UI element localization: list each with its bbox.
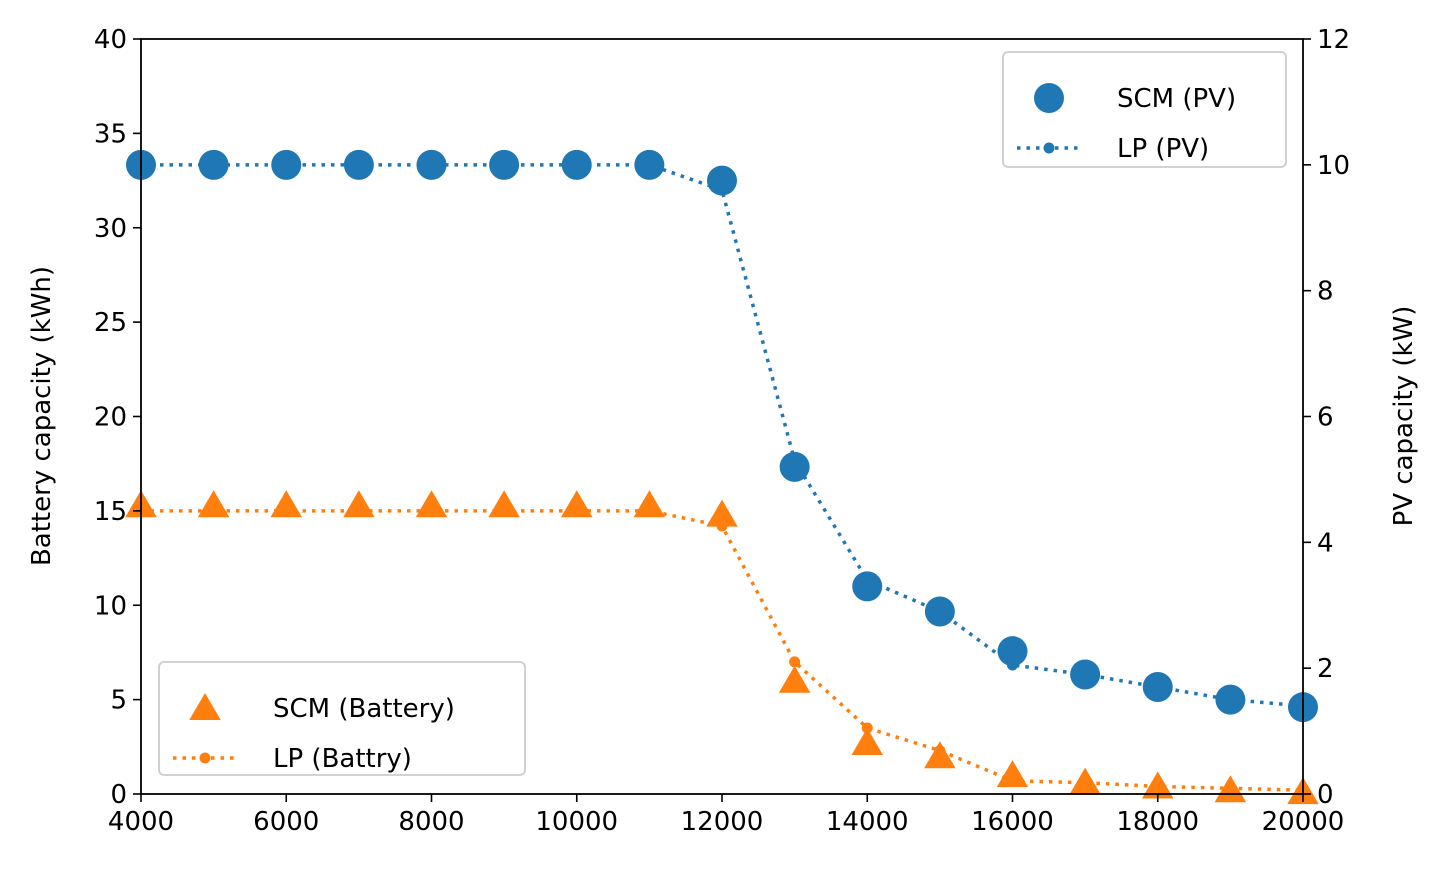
right-y-axis: 0 2 4 6 8 10 12 <box>1303 25 1350 810</box>
x-tick-label: 4000 <box>108 807 174 837</box>
data-point-lp-battry <box>1224 782 1236 794</box>
left-y-tick-label: 35 <box>94 119 127 149</box>
data-point-lp-battry <box>280 505 292 517</box>
data-point-scm-battery <box>851 728 883 756</box>
right-y-axis-label: PV capacity (kW) <box>1389 306 1419 527</box>
legend-label: SCM (PV) <box>1117 84 1236 114</box>
data-point-lp-pv <box>571 159 583 171</box>
data-point-lp-pv <box>1152 681 1164 693</box>
data-point-lp-pv <box>1224 694 1236 706</box>
right-y-tick-label: 10 <box>1317 151 1350 181</box>
x-tick-label: 16000 <box>971 807 1054 837</box>
left-y-axis: 0 5 10 15 20 25 30 35 40 <box>94 25 141 810</box>
left-y-axis-label: Battery capacity (kWh) <box>27 266 57 566</box>
data-point-scm-pv <box>779 451 810 482</box>
data-point-scm-battery <box>706 499 738 527</box>
data-point-lp-battry <box>789 656 801 668</box>
data-point-scm-pv <box>997 636 1028 667</box>
data-point-scm-battery <box>778 665 811 693</box>
x-tick-label: 20000 <box>1262 807 1345 837</box>
data-point-scm-pv <box>707 165 737 196</box>
data-point-scm-pv <box>852 571 883 602</box>
legend-marker-swatch <box>189 693 221 720</box>
left-y-tick-label: 40 <box>94 25 127 55</box>
data-point-lp-battry <box>208 505 220 517</box>
left-y-tick-label: 20 <box>94 403 127 433</box>
data-point-lp-battry <box>353 505 365 517</box>
data-point-lp-pv <box>353 159 365 171</box>
series-lp-battry <box>135 505 1309 796</box>
data-point-lp-pv <box>280 159 292 171</box>
legend-label: LP (Battry) <box>273 744 412 774</box>
right-y-tick-label: 4 <box>1317 528 1334 558</box>
x-tick-label: 6000 <box>253 807 319 837</box>
right-y-tick-label: 6 <box>1317 403 1334 433</box>
left-y-tick-label: 10 <box>94 591 127 621</box>
legend-marker-swatch <box>199 752 211 764</box>
data-point-lp-battry <box>498 505 510 517</box>
legend-label: LP (PV) <box>1117 134 1209 164</box>
x-tick-label: 8000 <box>398 807 464 837</box>
x-tick-label: 14000 <box>826 807 909 837</box>
x-tick-label: 18000 <box>1116 807 1199 837</box>
data-point-scm-battery <box>197 490 230 518</box>
data-point-lp-battry <box>934 745 946 757</box>
data-point-lp-pv <box>426 159 437 171</box>
left-y-tick-label: 15 <box>94 497 127 527</box>
data-point-lp-pv <box>208 159 220 171</box>
data-point-scm-battery <box>633 490 666 518</box>
x-tick-label: 10000 <box>535 807 618 837</box>
data-point-scm-battery <box>996 760 1029 788</box>
left-y-tick-label: 0 <box>110 780 127 810</box>
right-y-tick-label: 8 <box>1317 277 1334 307</box>
data-point-lp-pv <box>789 455 801 467</box>
right-y-tick-label: 0 <box>1317 780 1334 810</box>
legend-marker-swatch <box>1043 142 1055 154</box>
legend-marker-swatch <box>1034 83 1064 113</box>
right-y-tick-label: 12 <box>1317 25 1350 55</box>
right-y-tick-label: 2 <box>1317 654 1334 684</box>
data-point-lp-battry <box>1152 780 1164 792</box>
legend-box <box>158 661 526 776</box>
data-point-scm-battery <box>415 490 448 518</box>
legend-pv: SCM (PV) LP (PV) <box>1002 51 1287 168</box>
x-axis: 4000 6000 8000 10000 12000 14000 16000 18000 200… <box>108 794 1344 837</box>
data-point-lp-pv <box>643 159 655 171</box>
data-point-lp-battry <box>861 722 873 734</box>
legend-box <box>1002 51 1287 168</box>
legend-label: SCM (Battery) <box>273 694 455 724</box>
legend-battery: SCM (Battery) LP (Battry) <box>158 661 526 776</box>
left-y-tick-label: 5 <box>110 686 127 716</box>
left-y-tick-label: 25 <box>94 308 127 338</box>
data-point-lp-battry <box>1007 775 1018 787</box>
data-point-lp-pv <box>934 606 946 618</box>
left-y-tick-label: 30 <box>94 214 127 244</box>
data-point-lp-pv <box>861 574 873 586</box>
data-point-lp-pv <box>498 159 510 171</box>
data-point-lp-battry <box>716 520 728 532</box>
data-point-lp-pv <box>1007 659 1018 671</box>
data-point-lp-battry <box>643 505 655 517</box>
data-point-lp-pv <box>716 184 728 196</box>
x-tick-label: 12000 <box>681 807 764 837</box>
data-point-lp-battry <box>1079 777 1091 789</box>
data-point-lp-pv <box>1079 668 1091 680</box>
data-point-lp-battry <box>571 505 583 517</box>
data-point-lp-battry <box>426 505 437 517</box>
series-lp-pv <box>135 159 1309 712</box>
